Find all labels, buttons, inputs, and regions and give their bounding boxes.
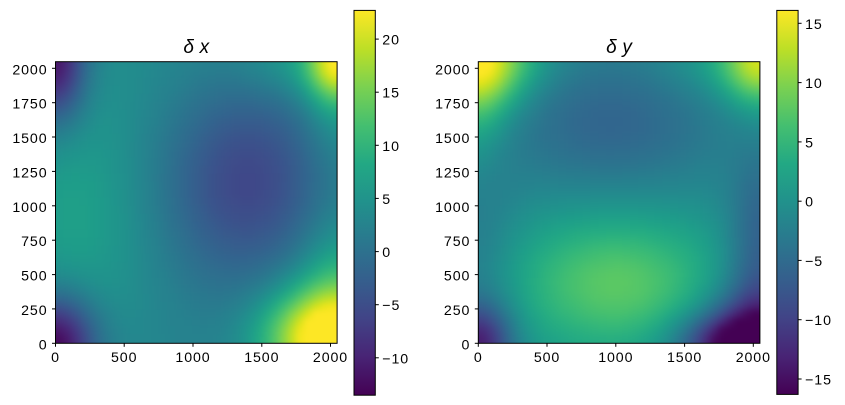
svg-text:10: 10: [805, 76, 823, 92]
svg-text:500: 500: [111, 350, 137, 366]
svg-text:5: 5: [805, 135, 814, 151]
svg-text:−15: −15: [805, 373, 832, 389]
svg-text:0: 0: [474, 350, 483, 366]
svg-text:750: 750: [21, 234, 47, 250]
svg-text:−5: −5: [805, 254, 823, 270]
svg-text:1500: 1500: [435, 131, 470, 147]
svg-text:1500: 1500: [12, 131, 47, 147]
svg-text:δ x: δ x: [183, 37, 210, 58]
svg-text:1500: 1500: [667, 350, 702, 366]
svg-text:2000: 2000: [313, 350, 348, 366]
svg-text:−10: −10: [805, 313, 832, 329]
svg-text:15: 15: [382, 86, 400, 102]
svg-text:500: 500: [21, 269, 47, 285]
svg-text:0: 0: [382, 245, 391, 261]
svg-text:1250: 1250: [435, 165, 470, 181]
svg-text:0: 0: [462, 337, 471, 353]
svg-text:1500: 1500: [244, 350, 279, 366]
svg-text:1750: 1750: [12, 97, 47, 113]
svg-text:−5: −5: [382, 298, 400, 314]
svg-text:20: 20: [382, 33, 400, 49]
svg-text:750: 750: [444, 234, 470, 250]
svg-text:250: 250: [444, 303, 470, 319]
svg-text:15: 15: [805, 17, 823, 33]
svg-text:500: 500: [444, 269, 470, 285]
svg-text:1000: 1000: [175, 350, 210, 366]
svg-text:1000: 1000: [435, 200, 470, 216]
svg-text:1000: 1000: [598, 350, 633, 366]
svg-text:−10: −10: [382, 351, 409, 367]
svg-text:1000: 1000: [12, 200, 47, 216]
svg-text:250: 250: [21, 303, 47, 319]
svg-text:0: 0: [39, 337, 48, 353]
svg-text:10: 10: [382, 139, 400, 155]
svg-text:500: 500: [534, 350, 560, 366]
svg-text:δ y: δ y: [606, 37, 633, 58]
svg-text:1750: 1750: [435, 97, 470, 113]
svg-text:0: 0: [805, 195, 814, 211]
svg-text:2000: 2000: [736, 350, 771, 366]
svg-text:2000: 2000: [435, 62, 470, 78]
svg-text:5: 5: [382, 192, 391, 208]
svg-text:0: 0: [51, 350, 60, 366]
svg-text:2000: 2000: [12, 62, 47, 78]
svg-text:1250: 1250: [12, 165, 47, 181]
